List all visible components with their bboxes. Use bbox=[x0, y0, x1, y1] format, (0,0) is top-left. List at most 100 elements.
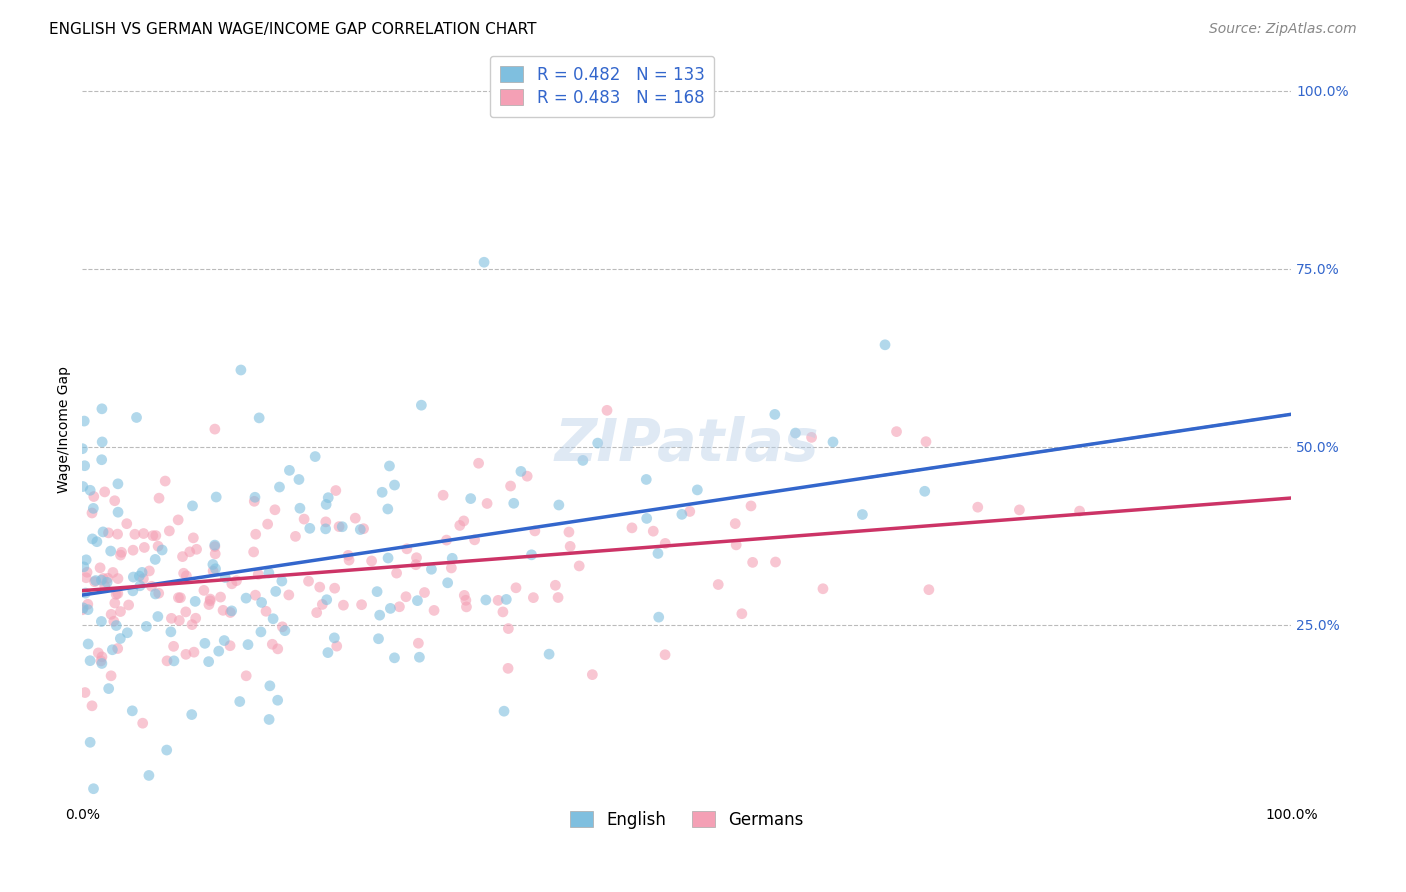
Point bbox=[145, 587, 167, 601]
Point bbox=[169, 591, 191, 605]
Point bbox=[156, 654, 179, 668]
Point bbox=[360, 554, 382, 568]
Point bbox=[245, 527, 267, 541]
Point bbox=[82, 532, 104, 546]
Point bbox=[162, 640, 184, 654]
Point bbox=[918, 582, 941, 597]
Point bbox=[284, 529, 307, 543]
Point bbox=[160, 624, 183, 639]
Point bbox=[225, 574, 247, 588]
Point bbox=[486, 593, 509, 607]
Point bbox=[90, 452, 112, 467]
Point bbox=[181, 617, 204, 632]
Point bbox=[73, 685, 96, 699]
Point bbox=[121, 583, 143, 598]
Point bbox=[86, 534, 108, 549]
Point bbox=[349, 523, 371, 537]
Point bbox=[1008, 503, 1031, 517]
Point bbox=[395, 590, 418, 604]
Point bbox=[330, 520, 353, 534]
Text: Source: ZipAtlas.com: Source: ZipAtlas.com bbox=[1209, 22, 1357, 37]
Point bbox=[388, 599, 411, 614]
Point bbox=[100, 607, 122, 622]
Point bbox=[90, 654, 112, 668]
Point bbox=[153, 474, 176, 488]
Point bbox=[353, 522, 375, 536]
Point bbox=[204, 562, 226, 576]
Point bbox=[432, 488, 454, 502]
Point bbox=[193, 583, 215, 598]
Point bbox=[110, 548, 132, 562]
Point bbox=[235, 591, 257, 606]
Point bbox=[204, 422, 226, 436]
Point bbox=[316, 491, 339, 505]
Point bbox=[765, 555, 787, 569]
Point bbox=[93, 579, 115, 593]
Point bbox=[87, 646, 110, 660]
Point bbox=[420, 562, 443, 576]
Point bbox=[271, 620, 294, 634]
Point bbox=[186, 542, 208, 557]
Point bbox=[142, 529, 165, 543]
Point bbox=[72, 600, 94, 615]
Point bbox=[146, 539, 169, 553]
Point bbox=[305, 606, 328, 620]
Point bbox=[107, 527, 129, 541]
Point bbox=[262, 637, 284, 651]
Point bbox=[350, 598, 373, 612]
Point bbox=[179, 545, 201, 559]
Point bbox=[475, 496, 498, 510]
Point bbox=[332, 598, 354, 612]
Point bbox=[103, 615, 125, 629]
Point bbox=[202, 564, 225, 578]
Point bbox=[495, 592, 517, 607]
Point bbox=[262, 612, 284, 626]
Point bbox=[76, 566, 98, 580]
Point bbox=[169, 614, 191, 628]
Point bbox=[464, 533, 486, 547]
Point bbox=[311, 598, 333, 612]
Point bbox=[172, 549, 194, 564]
Point bbox=[204, 547, 226, 561]
Point bbox=[724, 516, 747, 531]
Point bbox=[544, 578, 567, 592]
Point bbox=[344, 511, 367, 525]
Point bbox=[377, 502, 399, 516]
Point bbox=[456, 599, 478, 614]
Point bbox=[75, 553, 97, 567]
Point bbox=[100, 544, 122, 558]
Point bbox=[132, 572, 155, 586]
Point bbox=[247, 567, 270, 582]
Point bbox=[176, 569, 198, 583]
Point bbox=[143, 552, 166, 566]
Point bbox=[873, 338, 896, 352]
Point bbox=[395, 541, 418, 556]
Point bbox=[77, 602, 100, 616]
Point bbox=[406, 593, 429, 607]
Point bbox=[212, 633, 235, 648]
Point bbox=[472, 255, 495, 269]
Point bbox=[366, 584, 388, 599]
Point bbox=[264, 584, 287, 599]
Point bbox=[725, 538, 748, 552]
Point bbox=[643, 524, 665, 538]
Point bbox=[91, 434, 114, 449]
Point bbox=[174, 605, 197, 619]
Point bbox=[82, 501, 104, 516]
Point bbox=[259, 679, 281, 693]
Point bbox=[83, 490, 105, 504]
Point bbox=[423, 603, 446, 617]
Y-axis label: Wage/Income Gap: Wage/Income Gap bbox=[58, 366, 72, 492]
Point bbox=[76, 597, 98, 611]
Point bbox=[91, 649, 114, 664]
Point bbox=[145, 528, 167, 542]
Point bbox=[522, 591, 544, 605]
Point bbox=[104, 596, 127, 610]
Point bbox=[200, 594, 222, 608]
Point bbox=[467, 456, 489, 470]
Point bbox=[83, 781, 105, 796]
Point bbox=[135, 619, 157, 633]
Point bbox=[654, 536, 676, 550]
Point bbox=[250, 624, 273, 639]
Point bbox=[129, 579, 152, 593]
